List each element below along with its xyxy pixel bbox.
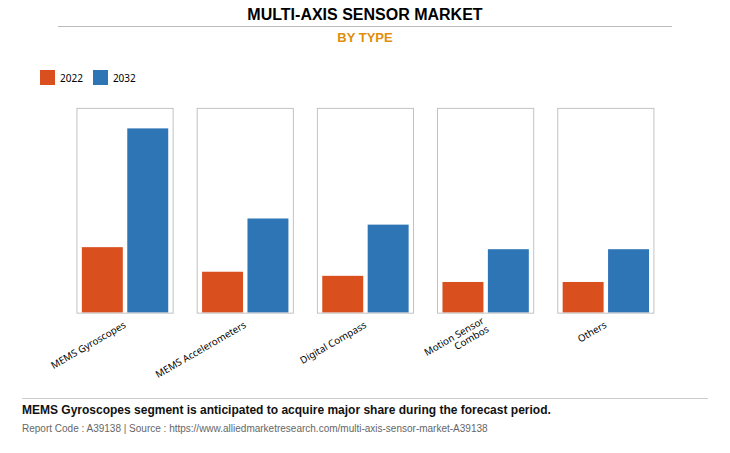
html-text:Report Code : A39138 | Source: Report Code : A39138 | Source : https://… xyxy=(22,423,488,435)
svg-text:Others: Others xyxy=(575,318,609,345)
html-text:2022: 2022 xyxy=(60,70,83,85)
svg-text:Motion SensorCombos: Motion SensorCombos xyxy=(422,314,492,367)
svg-text:Digital Compass: Digital Compass xyxy=(298,318,369,367)
html-text:2032: 2032 xyxy=(112,70,136,85)
html-text:MULTI-AXIS SENSOR MARKET: MULTI-AXIS SENSOR MARKET xyxy=(247,6,483,23)
html-text:MEMS Gyroscopes segment is ant: MEMS Gyroscopes segment is anticipated t… xyxy=(22,403,551,418)
svg-text:MEMS Gyroscopes: MEMS Gyroscopes xyxy=(48,318,128,372)
html-text:BY TYPE: BY TYPE xyxy=(337,30,393,45)
svg-text:MEMS Accelerometers: MEMS Accelerometers xyxy=(153,318,249,381)
